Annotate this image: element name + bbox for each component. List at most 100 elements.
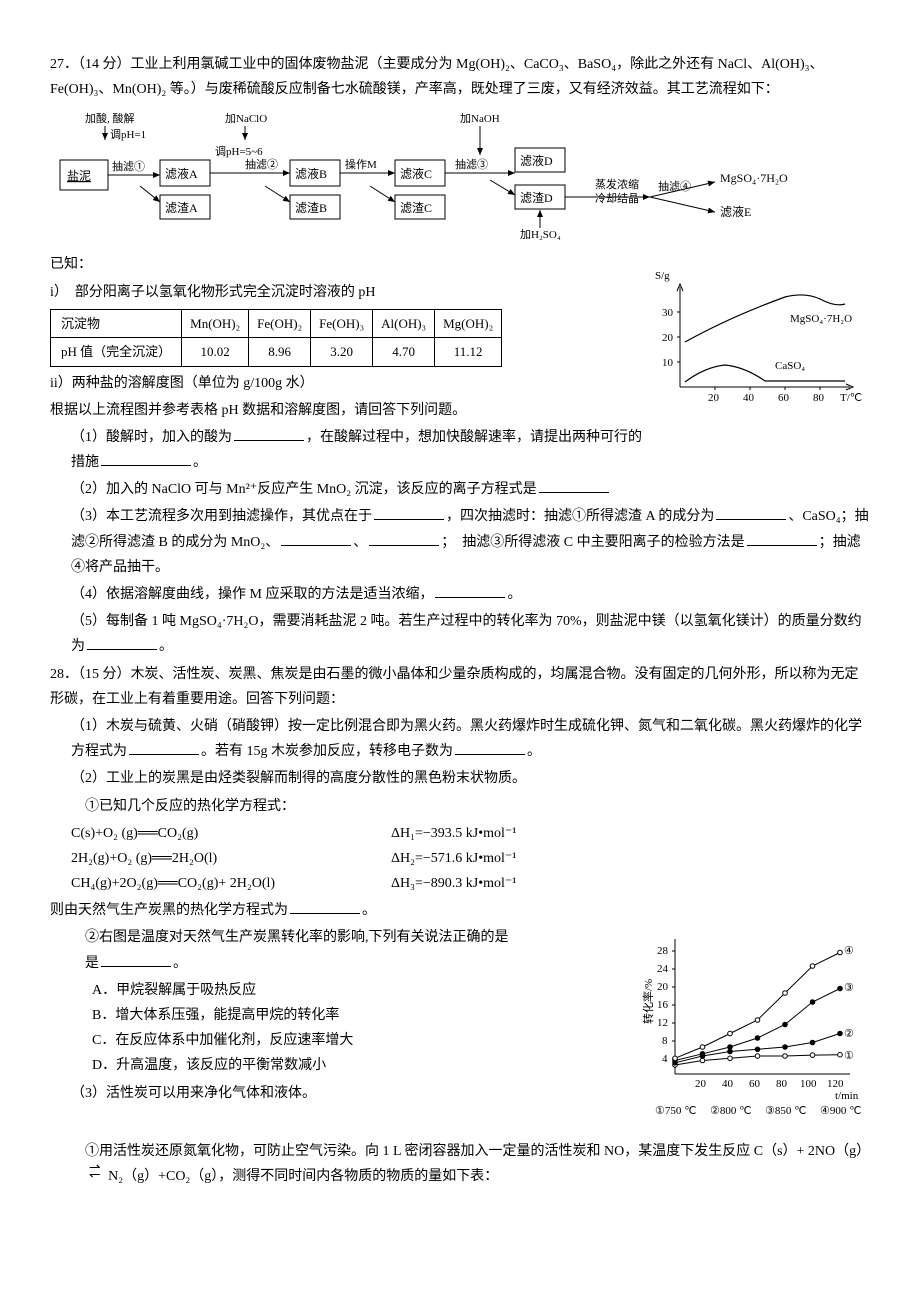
svg-text:20: 20	[695, 1078, 707, 1090]
ph-v4: 4.70	[373, 338, 435, 366]
flow-cool: 冷却结晶	[595, 192, 639, 205]
flow-boxC: 滤液C	[400, 166, 432, 181]
svg-text:④900 ℃: ④900 ℃	[820, 1105, 861, 1117]
svg-text:30: 30	[662, 307, 674, 319]
flow-start: 盐泥	[67, 169, 91, 183]
svg-text:20: 20	[662, 332, 674, 344]
blank	[87, 635, 157, 650]
flow-top1b: 调pH=1	[110, 128, 146, 141]
table-row: 沉淀物 Mn(OH)₂ Fe(OH)₂ Fe(OH)₃ Al(OH)₃ Mg(O…	[51, 309, 502, 337]
svg-text:12: 12	[657, 1017, 668, 1029]
flow-a4: 抽滤④	[658, 179, 691, 193]
svg-text:20: 20	[657, 981, 669, 993]
blank	[234, 426, 304, 441]
ph-h3: Fe(OH)₂	[249, 309, 311, 337]
sol-s1-label: MgSO₄·7H₂O	[790, 313, 852, 325]
blank	[539, 478, 609, 493]
conv-ylabel: 转化率/%	[641, 979, 655, 1024]
flow-a3: 抽滤③	[455, 157, 488, 171]
svg-text:20: 20	[708, 392, 720, 404]
ph-r1: pH 值（完全沉淀）	[51, 338, 182, 366]
svg-text:③: ③	[844, 982, 854, 994]
blank	[374, 505, 444, 520]
blank	[716, 505, 786, 520]
blank	[435, 583, 505, 598]
blank	[369, 531, 439, 546]
q27-p3: （3）本工艺流程多次用到抽滤操作，其优点在于，四次抽滤时：抽滤①所得滤渣 A 的…	[50, 504, 870, 580]
flow-top2b: 调pH=5~6	[215, 145, 263, 158]
svg-text:100: 100	[800, 1078, 817, 1090]
flow-top2: 加NaClO	[225, 112, 267, 125]
q27-number: 27．（14 分）	[50, 57, 131, 72]
flow-a2: 抽滤②	[245, 157, 278, 171]
q28-p3-1: ①用活性炭还原氮氧化物，可防止空气污染。向 1 L 密闭容器加入一定量的活性炭和…	[50, 1139, 870, 1189]
svg-text:①750 ℃: ①750 ℃	[655, 1105, 696, 1117]
svg-text:②800 ℃: ②800 ℃	[710, 1105, 751, 1117]
q27-p2: （2）加入的 NaClO 可与 Mn²⁺反应产生 MnO₂ 沉淀，该反应的离子方…	[50, 477, 870, 502]
ph-h5: Al(OH)₃	[373, 309, 435, 337]
svg-text:80: 80	[776, 1078, 788, 1090]
svg-text:①: ①	[844, 1050, 854, 1062]
svg-text:④: ④	[844, 945, 854, 957]
blank	[101, 952, 171, 967]
ph-v2: 8.96	[249, 338, 311, 366]
q28-p2: （2）工业上的炭黑是由烃类裂解而制得的高度分散性的黑色粉末状物质。	[50, 766, 870, 791]
flow-top1: 加酸, 酸解	[85, 111, 135, 125]
svg-text:8: 8	[662, 1035, 668, 1047]
flow-boxB: 滤液B	[295, 166, 327, 181]
q27-p4: （4）依据溶解度曲线，操作 M 应采取的方法是适当浓缩，。	[50, 582, 870, 607]
q28-stem: 28．（15 分）木炭、活性炭、炭黑、焦炭是由石墨的微小晶体和少量杂质构成的，均…	[50, 662, 870, 712]
ph-h6: Mg(OH)₂	[435, 309, 502, 337]
ph-table: 沉淀物 Mn(OH)₂ Fe(OH)₂ Fe(OH)₃ Al(OH)₃ Mg(O…	[50, 309, 502, 367]
flow-boxD: 滤液D	[520, 153, 553, 168]
svg-text:28: 28	[657, 945, 669, 957]
svg-text:②: ②	[844, 1028, 854, 1040]
flow-top3: 加NaOH	[460, 112, 500, 125]
svg-text:60: 60	[749, 1078, 761, 1090]
ph-v3: 3.20	[311, 338, 373, 366]
flow-opM: 操作M	[345, 157, 377, 171]
sol-s2-label: CaSO₄	[775, 360, 805, 372]
ph-h4: Fe(OH)₃	[311, 309, 373, 337]
solubility-chart: S/g 10 20 30 20 40 60 80 T/℃ MgSO₄·7H₂O …	[650, 267, 870, 426]
q27-stem: 27．（14 分）工业上利用氯碱工业中的固体废物盐泥（主要成分为 Mg(OH)₂…	[50, 52, 870, 102]
flow-resD: 滤渣D	[520, 191, 553, 205]
svg-text:16: 16	[657, 999, 669, 1011]
blank	[281, 531, 351, 546]
sol-xlabel: T/℃	[840, 392, 862, 404]
svg-text:4: 4	[662, 1053, 668, 1065]
flow-resA: 滤渣A	[165, 201, 198, 215]
ph-h2: Mn(OH)₂	[182, 309, 249, 337]
svg-text:10: 10	[662, 357, 674, 369]
blank	[101, 451, 191, 466]
q28-p2-1: ①已知几个反应的热化学方程式：	[50, 794, 870, 819]
flow-resB: 滤渣B	[295, 201, 327, 215]
flow-boxE: 滤液E	[720, 204, 751, 219]
svg-text:120: 120	[827, 1078, 844, 1090]
eq-row: C(s)+O₂ (g)══CO₂(g)ΔH₁=−393.5 kJ•mol⁻¹	[71, 821, 870, 846]
sol-ylabel: S/g	[655, 270, 670, 282]
q28-number: 28．（15 分）	[50, 667, 131, 682]
blank	[455, 740, 525, 755]
conversion-chart: 4 8 12 16 20 24 28 20 40 60 80 100 120 t…	[640, 929, 870, 1128]
ph-v1: 10.02	[182, 338, 249, 366]
flow-boxA: 滤液A	[165, 166, 198, 181]
flow-prod: MgSO₄·7H₂O	[720, 171, 788, 185]
svg-text:24: 24	[657, 963, 669, 975]
svg-text:80: 80	[813, 392, 825, 404]
q27-p5: （5）每制备 1 吨 MgSO₄·7H₂O，需要消耗盐泥 2 吨。若生产过程中的…	[50, 609, 870, 659]
conv-xlabel: t/min	[835, 1090, 859, 1102]
q27-p1: （1）酸解时，加入的酸为，在酸解过程中，想加快酸解速率，请提出两种可行的措施。	[50, 425, 870, 475]
svg-text:40: 40	[722, 1078, 734, 1090]
flow-resC: 滤渣C	[400, 201, 432, 215]
ph-v5: 11.12	[435, 338, 502, 366]
svg-text:40: 40	[743, 392, 755, 404]
blank	[747, 531, 817, 546]
svg-text:60: 60	[778, 392, 790, 404]
table-row: pH 值（完全沉淀） 10.02 8.96 3.20 4.70 11.12	[51, 338, 502, 366]
eq-row: CH₄(g)+2O₂(g)══CO₂(g)+ 2H₂O(l)ΔH₃=−890.3…	[71, 871, 870, 896]
q28-p1: （1）木炭与硫黄、火硝（硝酸钾）按一定比例混合即为黑火药。黑火药爆炸时生成硫化钾…	[50, 714, 870, 764]
flow-a1: 抽滤①	[112, 159, 145, 173]
blank	[290, 899, 360, 914]
flow-bot3: 加H₂SO₄	[520, 228, 561, 240]
